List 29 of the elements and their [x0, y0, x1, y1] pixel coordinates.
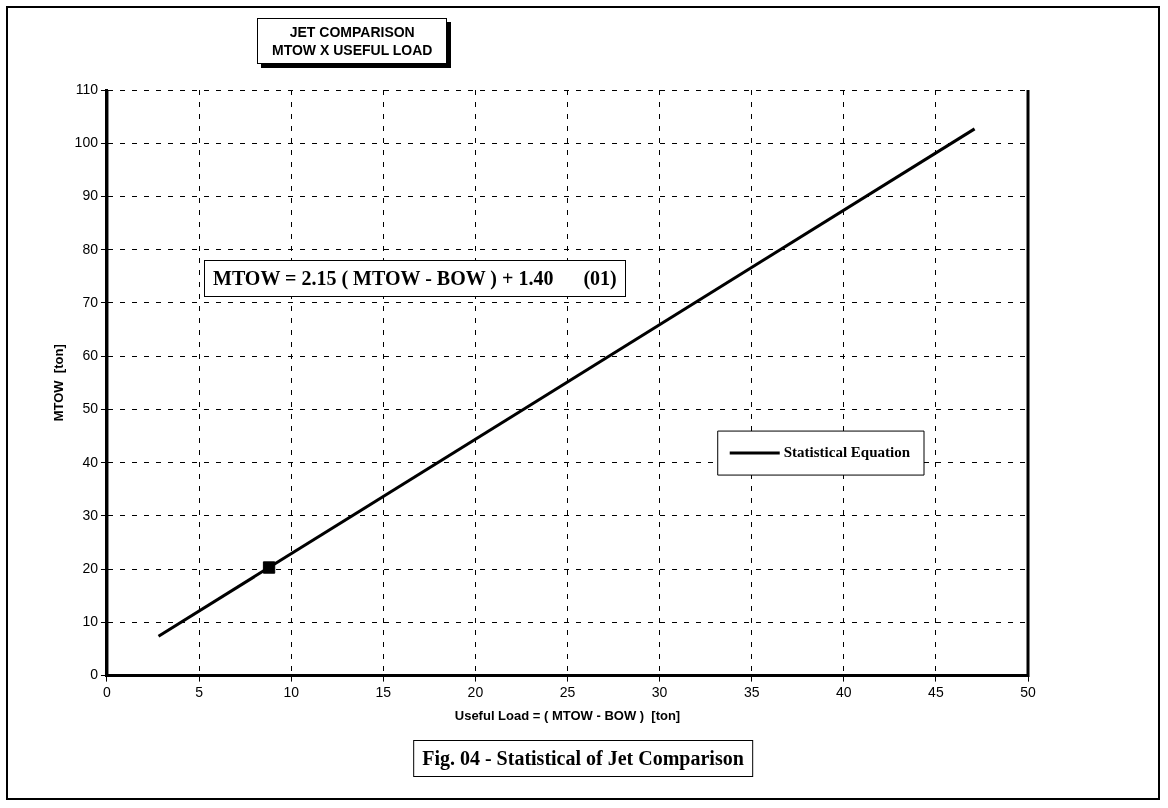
x-tick-label: 10: [283, 683, 300, 700]
chart-title: JET COMPARISON MTOW X USEFUL LOAD: [257, 18, 448, 64]
y-tick-label: 110: [75, 80, 99, 97]
x-tick-label: 35: [743, 683, 760, 700]
x-tick-label: 15: [375, 683, 392, 700]
y-tick-label: 90: [82, 187, 99, 204]
x-tick-label: 50: [1020, 683, 1036, 700]
x-tick-label: 45: [928, 683, 944, 700]
x-tick-label: 40: [836, 683, 852, 700]
annotation: MTOW = 2.15 ( MTOW - BOW ) + 1.40 (01): [204, 260, 626, 297]
x-tick-label: 0: [103, 683, 112, 700]
y-tick-label: 70: [82, 293, 99, 310]
y-tick-label: 50: [82, 400, 99, 417]
caption: Fig. 04 - Statistical of Jet Comparison: [413, 740, 753, 777]
x-tick-label: 20: [467, 683, 484, 700]
y-tick-label: 20: [82, 559, 99, 576]
y-axis-title: MTOW [ton]: [51, 344, 67, 422]
y-tick-label: 100: [74, 134, 99, 151]
x-tick-label: 25: [559, 683, 576, 700]
y-tick-label: 10: [82, 613, 99, 630]
y-tick-label: 80: [82, 240, 99, 257]
legend-label: Statistical Equation: [783, 443, 911, 460]
y-tick-label: 30: [82, 506, 99, 523]
y-tick-label: 0: [90, 666, 99, 683]
x-tick-label: 5: [195, 683, 204, 700]
y-tick-label: 60: [82, 347, 99, 364]
x-tick-label: 30: [651, 683, 668, 700]
y-tick-label: 40: [82, 453, 99, 470]
x-axis-title: Useful Load = ( MTOW - BOW ) [ton]: [454, 707, 681, 723]
